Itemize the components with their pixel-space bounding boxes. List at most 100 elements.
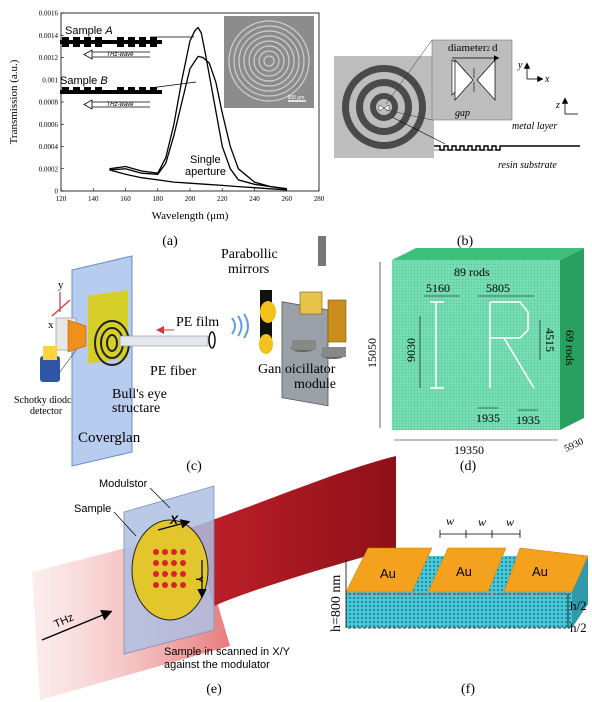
dim-9030: 9030: [404, 338, 418, 362]
panel-a-label: (a): [162, 234, 178, 249]
y-label-e: Y: [193, 576, 204, 583]
gan-label-2: module: [294, 377, 336, 392]
y-tick-label: 0: [55, 188, 59, 196]
panel-c-label: (c): [186, 459, 202, 474]
resin-substrate-label: resin substrate: [498, 160, 557, 171]
au-label-2: Au: [456, 564, 472, 579]
thz-wave-b-label: THz-wave: [106, 102, 134, 108]
w-label-2: w: [478, 515, 486, 529]
pe-film: [209, 332, 215, 348]
pe-fiber-label: PE fiber: [150, 364, 197, 379]
mirror-bottom: [259, 334, 273, 354]
axis-x-label-c: x: [48, 319, 54, 331]
axis-z-label-b: z: [555, 100, 560, 111]
mirrors-label: mirrors: [228, 262, 269, 277]
dim-5930: 5930: [563, 436, 586, 454]
panel-d-label: (d): [460, 459, 477, 474]
rods-top-label: 89 rods: [454, 265, 490, 279]
caption-2: against the modulator: [164, 659, 270, 671]
sample-a-plate: [60, 37, 162, 47]
x-tick-label: 200: [185, 195, 196, 203]
panel-f-label: (f): [461, 682, 475, 697]
w-label-1: w: [446, 514, 454, 528]
pe-film-label: PE film: [176, 315, 219, 330]
x-axis-label: Wavelength (μm): [152, 210, 229, 222]
x-tick-label: 220: [217, 195, 228, 203]
detector-diode: [43, 346, 57, 360]
y-axis-label: Transmission (a.u.): [8, 59, 20, 144]
schottky-label-1: Schotky diodc: [14, 395, 72, 406]
dim-4515: 4515: [543, 328, 557, 352]
caption-1: Sample in scanned in X/Y: [164, 646, 291, 658]
dim-5160: 5160: [426, 281, 450, 295]
bulls-eye-label-2: structare: [112, 401, 160, 416]
height-label: h=800 nm: [329, 575, 344, 632]
schottky-label-2: detector: [30, 406, 63, 417]
dim-15050: 15050: [365, 338, 379, 368]
au-label-1: Au: [380, 566, 396, 581]
thz-wave-a-label: THz-wave: [106, 52, 134, 58]
w-label-3: w: [506, 515, 514, 529]
block-top: [392, 248, 584, 260]
panel-b-label: (b): [457, 234, 474, 249]
bulls-eye-label-1: Bull's eye: [112, 387, 167, 402]
dim-1935-a: 1935: [476, 411, 500, 425]
sample-a-label: Sample A: [65, 25, 113, 37]
panel-d: 89 rods 69 rods 5160 5805 9030 4515 1505…: [365, 248, 585, 474]
parabolic-label: Parabollic: [221, 247, 278, 262]
axis-x-label-b: x: [544, 74, 550, 85]
y-tick-label: 0.0016: [39, 10, 59, 18]
x-tick-label: 260: [282, 195, 293, 203]
sample-b-label: Sample B: [60, 75, 108, 87]
y-tick-label: 0.0012: [39, 54, 59, 62]
bullseye-plate: [88, 290, 128, 364]
metal-layer-profile: [434, 146, 580, 150]
single-label: Single: [190, 154, 221, 166]
h-half-label-2: h/2: [570, 620, 587, 635]
panel-c: y x Parabollic mirrors PE film PE fiber …: [14, 236, 346, 474]
axis-y-label-b: y: [517, 60, 523, 71]
h-half-label-1: h/2: [570, 598, 587, 613]
sample-label: Sample: [74, 503, 111, 515]
modulator-label: Modulstor: [99, 478, 148, 490]
detector-horn: [68, 320, 86, 352]
y-tick-label: 0.0004: [39, 143, 59, 151]
gan-label-1: Gan oicillator: [258, 362, 336, 377]
axis-y-label-c: y: [58, 279, 64, 291]
y-tick-label: 0.0008: [39, 99, 59, 107]
scale-label: 500 μm: [288, 95, 305, 101]
x-label-e: X: [169, 513, 179, 527]
panel-b: diameter2 d gap y x z metal layer resin s…: [334, 40, 580, 249]
sample-a-schematic: Sample A THz-wave: [60, 25, 194, 59]
x-tick-label: 120: [56, 195, 67, 203]
x-tick-label: 240: [249, 195, 260, 203]
dim-1935-b: 1935: [516, 413, 540, 427]
x-tick-label: 160: [120, 195, 131, 203]
x-tick-label: 140: [88, 195, 99, 203]
sample-b-plate: [60, 87, 162, 94]
sample-disk: [132, 520, 208, 620]
inset-photo: 500 μm: [224, 16, 314, 108]
substrate-front: [346, 592, 572, 628]
metal-layer-label: metal layer: [512, 121, 557, 132]
y-tick-label: 0.0006: [39, 121, 59, 129]
pe-fiber: [120, 336, 208, 346]
x-tick-label: 180: [153, 195, 164, 203]
gap-label: gap: [455, 108, 470, 119]
coverglan-label: Coverglan: [78, 430, 141, 446]
leader-b: [150, 82, 196, 88]
aperture-label: aperture: [185, 166, 226, 178]
y-tick-label: 0.0014: [39, 32, 59, 40]
panel-a: 120 140 160 180 200 220 240 260 280 0 0.0002 0.0004…: [8, 10, 325, 250]
bullseye-rings: [342, 65, 426, 149]
dim-5805: 5805: [486, 281, 510, 295]
x-tick-label: 280: [314, 195, 325, 203]
sample-b-schematic: Sample B THz-wave: [60, 75, 196, 109]
dim-19350: 19350: [454, 443, 484, 457]
panel-e-label: (e): [206, 682, 222, 697]
y-tick-label: 0.001: [42, 76, 58, 84]
y-tick-label: 0.0002: [39, 165, 59, 173]
mirror-top: [260, 301, 276, 323]
rods-right-label: 69 rods: [563, 330, 577, 366]
